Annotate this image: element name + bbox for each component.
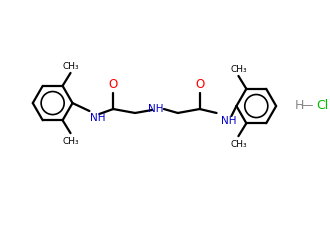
Text: CH₃: CH₃ (62, 137, 79, 146)
Text: Cl: Cl (316, 98, 328, 111)
Text: —: — (301, 98, 313, 111)
Text: NH: NH (90, 112, 106, 122)
Text: CH₃: CH₃ (62, 62, 79, 71)
Text: CH₃: CH₃ (230, 65, 247, 74)
Text: CH₃: CH₃ (230, 140, 247, 148)
Text: O: O (195, 78, 204, 91)
Text: O: O (109, 78, 118, 91)
Text: NH: NH (148, 104, 164, 114)
Text: NH: NH (220, 115, 236, 125)
Text: H: H (295, 98, 304, 111)
